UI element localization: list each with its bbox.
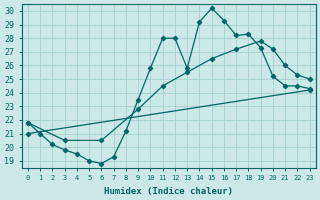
X-axis label: Humidex (Indice chaleur): Humidex (Indice chaleur) <box>104 187 233 196</box>
